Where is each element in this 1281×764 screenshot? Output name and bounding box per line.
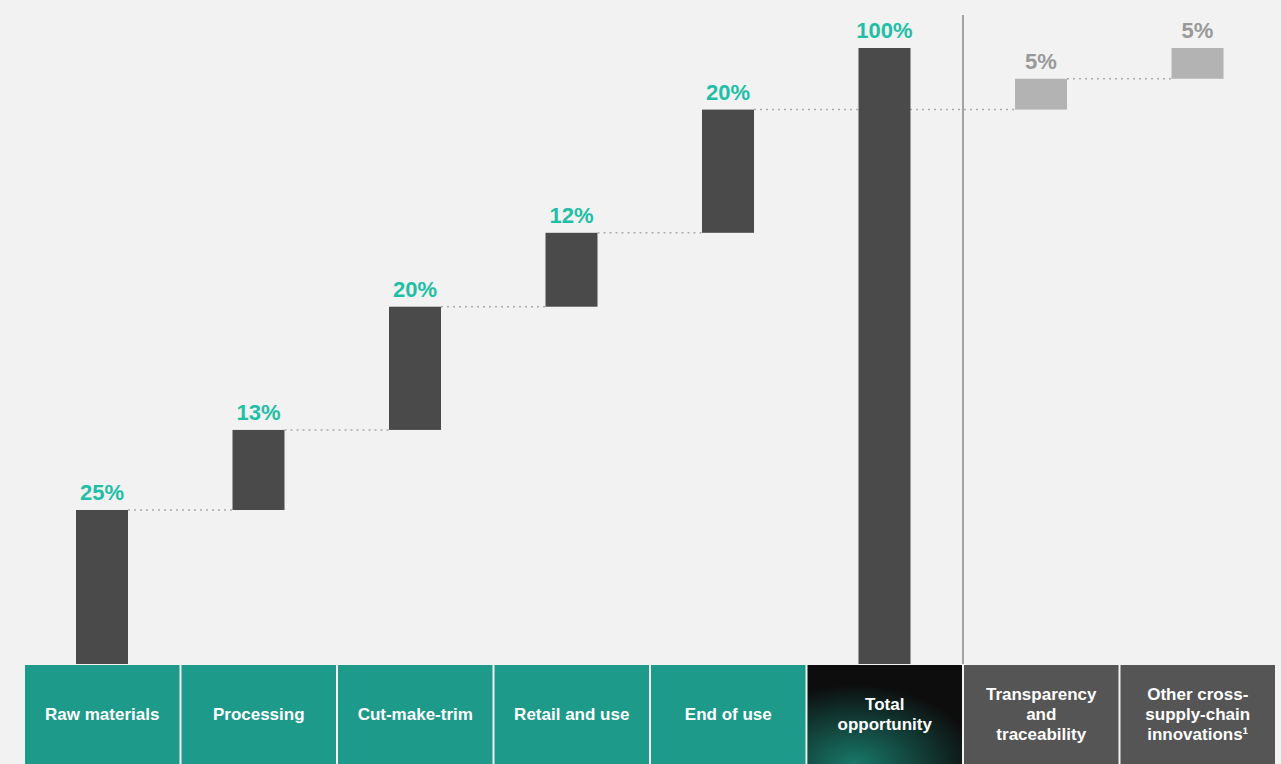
svg-text:Raw materials: Raw materials — [45, 705, 159, 724]
svg-text:opportunity: opportunity — [838, 715, 933, 734]
svg-text:Transparency: Transparency — [986, 685, 1097, 704]
svg-text:20%: 20% — [706, 80, 750, 105]
svg-text:Retail and use: Retail and use — [514, 705, 629, 724]
svg-text:innovations¹: innovations¹ — [1147, 725, 1248, 744]
svg-text:Cut-make-trim: Cut-make-trim — [358, 705, 473, 724]
svg-text:5%: 5% — [1025, 49, 1057, 74]
svg-text:Processing: Processing — [213, 705, 305, 724]
svg-text:Total: Total — [865, 695, 904, 714]
svg-text:13%: 13% — [236, 400, 280, 425]
svg-text:100%: 100% — [856, 18, 912, 43]
svg-text:5%: 5% — [1182, 18, 1214, 43]
svg-text:25%: 25% — [80, 480, 124, 505]
svg-text:traceability: traceability — [996, 725, 1086, 744]
svg-text:12%: 12% — [549, 203, 593, 228]
svg-text:End of use: End of use — [685, 705, 772, 724]
svg-text:supply-chain: supply-chain — [1145, 705, 1250, 724]
svg-text:20%: 20% — [393, 277, 437, 302]
svg-text:Other cross-: Other cross- — [1147, 685, 1248, 704]
svg-text:and: and — [1026, 705, 1056, 724]
